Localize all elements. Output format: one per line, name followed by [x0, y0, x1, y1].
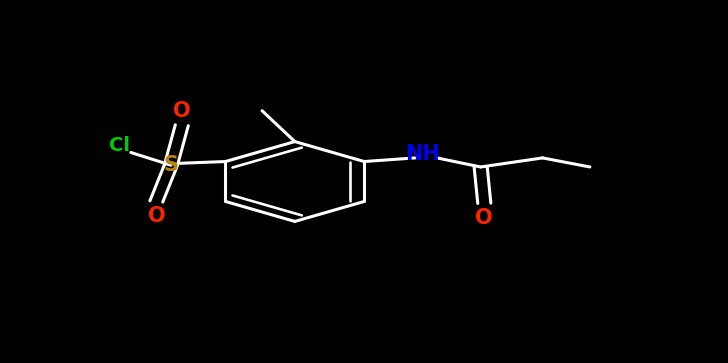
- Text: Cl: Cl: [109, 136, 130, 155]
- Text: NH: NH: [405, 144, 440, 164]
- Text: O: O: [475, 208, 493, 228]
- Text: O: O: [173, 101, 191, 121]
- Text: S: S: [163, 155, 178, 175]
- Text: O: O: [148, 206, 165, 226]
